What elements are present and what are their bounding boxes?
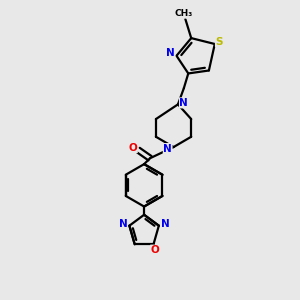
Text: N: N xyxy=(179,98,188,108)
Text: O: O xyxy=(151,245,159,255)
Text: N: N xyxy=(118,219,127,229)
Text: CH₃: CH₃ xyxy=(175,9,193,18)
Text: N: N xyxy=(163,143,172,154)
Text: N: N xyxy=(166,48,175,59)
Text: O: O xyxy=(128,142,137,153)
Text: N: N xyxy=(161,219,170,229)
Text: S: S xyxy=(215,37,223,46)
